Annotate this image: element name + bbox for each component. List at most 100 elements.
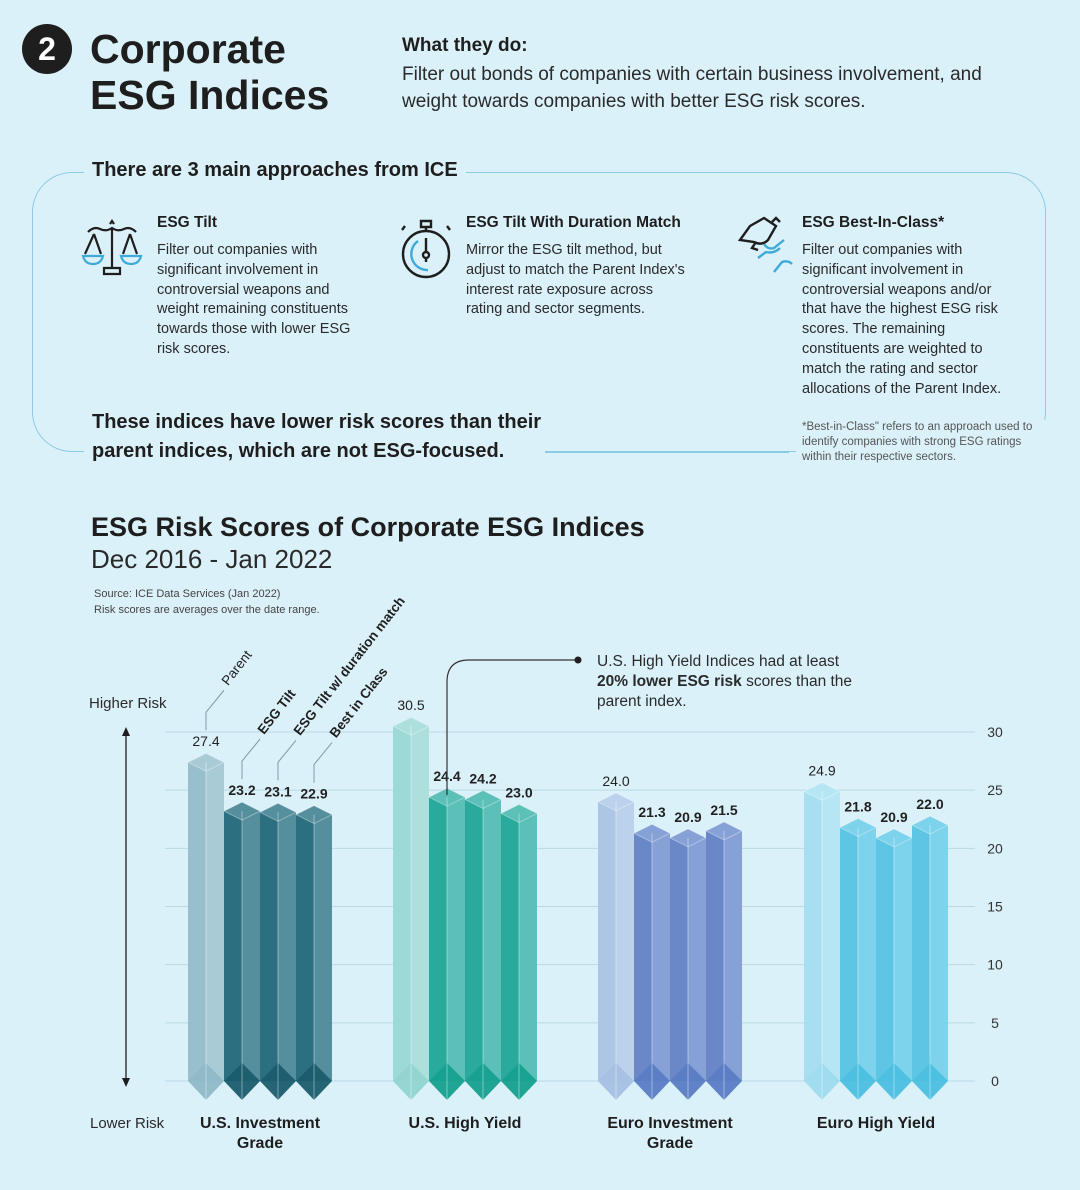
bar-value-label: 22.0 bbox=[916, 796, 943, 812]
annotation-bold: 20% lower ESG risk bbox=[597, 673, 742, 690]
bar-value-label: 22.9 bbox=[300, 786, 327, 802]
approach-title: ESG Tilt With Duration Match bbox=[466, 214, 681, 231]
bar-bottom-point bbox=[840, 1063, 876, 1100]
bar-right-face bbox=[724, 830, 742, 1081]
title-line-1: Corporate bbox=[90, 26, 286, 72]
bar-value-label: 24.2 bbox=[469, 770, 496, 786]
bar-right-face bbox=[206, 762, 224, 1081]
stopwatch-icon bbox=[401, 219, 451, 279]
bar-bottom-point bbox=[260, 1063, 296, 1100]
annotation-dot bbox=[574, 656, 582, 664]
y-tick-label: 15 bbox=[987, 899, 1003, 915]
category-label: U.S. High Yield bbox=[408, 1115, 522, 1132]
what-they-do-text: Filter out bonds of companies with certa… bbox=[402, 64, 982, 112]
bar-top-cap bbox=[499, 803, 539, 823]
what-they-do-label: What they do: bbox=[402, 35, 528, 56]
bar-left-face bbox=[670, 837, 688, 1081]
bar-value-label: 20.9 bbox=[674, 809, 701, 825]
y-tick-label: 10 bbox=[987, 957, 1003, 973]
bar-bottom-point bbox=[912, 1063, 948, 1100]
bar-top-cap bbox=[838, 817, 878, 837]
approach-text: Mirror the ESG tilt method, but adjust t… bbox=[466, 242, 685, 318]
bar-left-face bbox=[501, 813, 519, 1081]
approach-text: Filter out companies with significant in… bbox=[802, 242, 1002, 397]
approach-title: ESG Tilt bbox=[157, 214, 218, 231]
chart-annotation: U.S. High Yield Indices had at least 20%… bbox=[597, 652, 857, 712]
category-label: U.S. Investment Grade bbox=[199, 1115, 321, 1152]
bar-top-cap bbox=[427, 787, 467, 807]
annotation-line bbox=[446, 659, 578, 795]
bar-bottom-point bbox=[296, 1063, 332, 1100]
bar-right-face bbox=[411, 726, 429, 1081]
series-label: Parent bbox=[219, 647, 255, 688]
y-tick-label: 20 bbox=[987, 840, 1003, 856]
bar-value-label: 24.0 bbox=[602, 773, 629, 789]
bar-right-face bbox=[483, 799, 501, 1081]
divider bbox=[545, 451, 789, 453]
conclusion-text: These indices have lower risk scores tha… bbox=[84, 408, 570, 466]
approach-text: Filter out companies with significant in… bbox=[157, 242, 351, 357]
category-label: Euro Investment Grade bbox=[607, 1115, 733, 1152]
bar-left-face bbox=[840, 827, 858, 1081]
bar-top-cap bbox=[632, 823, 672, 843]
bar-bottom-point bbox=[224, 1063, 260, 1100]
bar-value-label: 27.4 bbox=[192, 733, 219, 749]
y-tick-label: 30 bbox=[987, 724, 1003, 740]
note-text: Risk scores are averages over the date r… bbox=[94, 604, 320, 616]
series-leader-line bbox=[241, 738, 261, 780]
bar-bottom-point bbox=[501, 1063, 537, 1100]
arrow-down-icon bbox=[122, 1078, 130, 1087]
bar-right-face bbox=[858, 827, 876, 1081]
higher-risk-label: Higher Risk bbox=[89, 695, 167, 712]
annotation-text: U.S. High Yield Indices had at least bbox=[597, 653, 840, 670]
bar-left-face bbox=[260, 812, 278, 1081]
footnote: *Best-in-Class" refers to an approach us… bbox=[796, 420, 1048, 465]
bar-left-face bbox=[706, 830, 724, 1081]
bar-value-label: 23.1 bbox=[264, 783, 291, 799]
bar-top-cap bbox=[258, 802, 298, 822]
bar-right-face bbox=[447, 797, 465, 1081]
bar-bottom-point bbox=[804, 1063, 840, 1100]
bar-right-face bbox=[688, 837, 706, 1081]
bar-bottom-point bbox=[393, 1063, 429, 1100]
bar-right-face bbox=[894, 837, 912, 1081]
bar-value-label: 30.5 bbox=[397, 697, 424, 713]
bar-top-cap bbox=[802, 781, 842, 801]
bar-left-face bbox=[634, 833, 652, 1081]
bar-right-face bbox=[242, 811, 260, 1081]
chart-subtitle: Dec 2016 - Jan 2022 bbox=[91, 544, 333, 574]
bar-left-face bbox=[188, 762, 206, 1081]
bar-value-label: 24.9 bbox=[808, 762, 835, 778]
bar-right-face bbox=[314, 814, 332, 1081]
source-text: Source: ICE Data Services (Jan 2022) bbox=[94, 588, 281, 600]
series-leader-line bbox=[277, 739, 297, 781]
bar-value-label: 21.8 bbox=[844, 798, 871, 814]
approach-title: ESG Best-In-Class* bbox=[802, 214, 945, 231]
bar-left-face bbox=[393, 726, 411, 1081]
bar-top-cap bbox=[910, 815, 950, 835]
bar-left-face bbox=[912, 825, 930, 1081]
bar-value-label: 21.3 bbox=[638, 804, 665, 820]
bar-right-face bbox=[822, 791, 840, 1081]
section-number-badge: 2 bbox=[22, 24, 72, 74]
lower-risk-label: Lower Risk bbox=[90, 1115, 165, 1132]
bar-right-face bbox=[652, 833, 670, 1081]
bar-left-face bbox=[224, 811, 242, 1081]
bar-bottom-point bbox=[876, 1063, 912, 1100]
bar-right-face bbox=[930, 825, 948, 1081]
bar-top-cap bbox=[596, 792, 636, 812]
bar-bottom-point bbox=[188, 1063, 224, 1100]
trophy-hand-icon bbox=[737, 216, 793, 273]
bar-top-cap bbox=[704, 821, 744, 841]
bar-value-label: 21.5 bbox=[710, 802, 737, 818]
bar-bottom-point bbox=[429, 1063, 465, 1100]
bar-left-face bbox=[429, 797, 447, 1081]
annotation-text-end: scores than the parent index. bbox=[597, 673, 853, 710]
bar-value-label: 20.9 bbox=[880, 809, 907, 825]
bar-left-face bbox=[876, 837, 894, 1081]
y-tick-label: 0 bbox=[991, 1073, 999, 1089]
y-tick-label: 25 bbox=[987, 782, 1003, 798]
chart-source: Source: ICE Data Services (Jan 2022) Ris… bbox=[94, 586, 320, 618]
bar-value-label: 23.0 bbox=[505, 784, 532, 800]
bar-bottom-point bbox=[706, 1063, 742, 1100]
